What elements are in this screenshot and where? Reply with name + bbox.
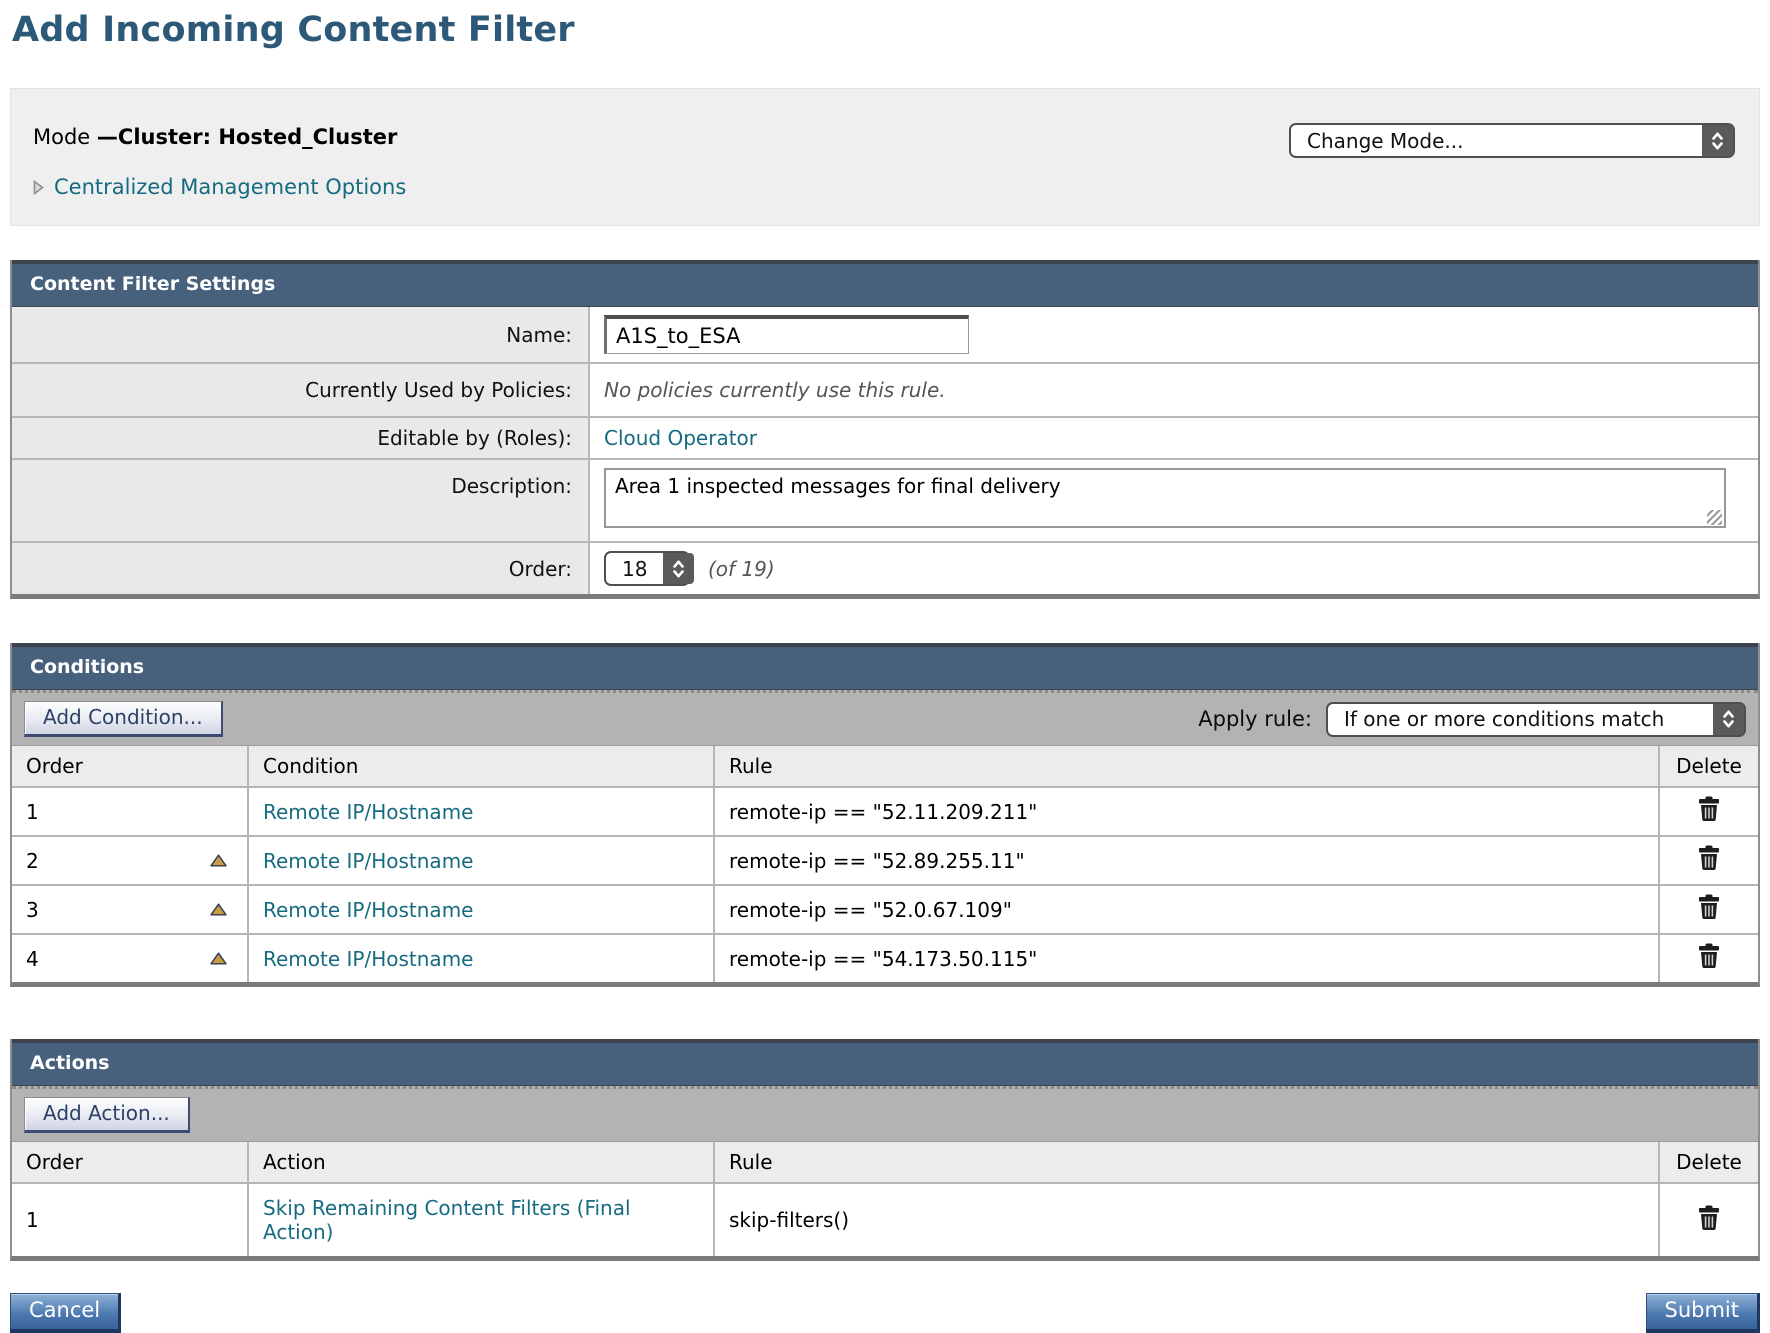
mode-label: Mode [33,125,91,149]
condition-rule: remote-ip == "52.11.209.211" [714,787,1660,837]
centralized-management-options-link[interactable]: Centralized Management Options [54,175,407,199]
trash-icon[interactable] [1697,845,1721,871]
name-input[interactable] [604,315,969,354]
order-select-value: 18 [622,556,648,581]
condition-row: 4 Remote IP/Hostname remote-ip == "54.17… [12,934,1758,982]
submit-button[interactable]: Submit [1645,1293,1760,1333]
mode-value: —Cluster: Hosted_Cluster [96,125,398,149]
description-label: Description: [12,459,590,543]
condition-order: 3 [26,897,39,922]
actions-header-action: Action [248,1142,715,1184]
change-mode-select-value: Change Mode... [1307,128,1464,153]
cloud-operator-link[interactable]: Cloud Operator [604,426,758,450]
condition-link[interactable]: Remote IP/Hostname [263,799,474,824]
actions-section: Actions Add Action... Order Action Rule … [10,1039,1760,1261]
actions-toolbar: Add Action... [12,1086,1758,1142]
condition-rule: remote-ip == "52.0.67.109" [714,885,1660,935]
select-arrows-icon [1713,703,1744,735]
select-arrows-icon [1702,125,1733,156]
conditions-header-delete: Delete [1659,746,1758,788]
order-label: Order: [12,542,590,594]
add-condition-button[interactable]: Add Condition... [24,701,223,737]
condition-link[interactable]: Remote IP/Hostname [263,946,474,971]
condition-row: 3 Remote IP/Hostname remote-ip == "52.0.… [12,885,1758,935]
description-textarea[interactable]: Area 1 inspected messages for final deli… [604,468,1726,528]
page-title: Add Incoming Content Filter [12,10,575,50]
add-action-button[interactable]: Add Action... [24,1097,190,1133]
settings-row-policies: Currently Used by Policies: No policies … [12,363,1758,418]
actions-header-delete: Delete [1659,1142,1758,1184]
apply-rule-label: Apply rule: [1198,707,1312,731]
trash-icon[interactable] [1697,894,1721,920]
order-select[interactable]: 18 [604,551,695,586]
editable-label: Editable by (Roles): [12,417,590,460]
settings-section-header: Content Filter Settings [12,260,1758,307]
conditions-header-rule: Rule [714,746,1660,788]
actions-header-row: Order Action Rule Delete [12,1142,1758,1184]
conditions-section: Conditions Add Condition... Apply rule: … [10,643,1760,987]
name-label: Name: [12,307,590,364]
settings-row-description: Description: Area 1 inspected messages f… [12,459,1758,543]
condition-rule: remote-ip == "54.173.50.115" [714,934,1660,982]
actions-header-rule: Rule [714,1142,1660,1184]
condition-order: 1 [26,799,39,824]
action-row: 1 Skip Remaining Content Filters (Final … [12,1183,1758,1256]
trash-icon[interactable] [1697,943,1721,969]
action-rule: skip-filters() [714,1183,1660,1256]
move-up-icon[interactable] [210,854,227,867]
disclosure-triangle-icon [33,179,44,195]
change-mode-select[interactable]: Change Mode... [1289,123,1735,158]
action-order: 1 [12,1183,249,1256]
cancel-button[interactable]: Cancel [10,1293,122,1333]
select-arrows-icon [663,553,695,584]
footer-bar: Cancel Submit [10,1293,1760,1333]
actions-section-header: Actions [12,1039,1758,1086]
mode-box: Mode —Cluster: Hosted_Cluster Change Mod… [10,88,1760,226]
trash-icon[interactable] [1697,1205,1721,1231]
move-up-icon[interactable] [210,903,227,916]
condition-link[interactable]: Remote IP/Hostname [263,848,474,873]
content-filter-settings-section: Content Filter Settings Name: Currently … [10,260,1760,599]
actions-header-order: Order [12,1142,249,1184]
settings-row-editable: Editable by (Roles): Cloud Operator [12,417,1758,460]
condition-rule: remote-ip == "52.89.255.11" [714,836,1660,886]
apply-rule-select[interactable]: If one or more conditions match [1326,701,1746,737]
conditions-toolbar: Add Condition... Apply rule: If one or m… [12,690,1758,746]
action-link[interactable]: Skip Remaining Content Filters (Final Ac… [263,1196,631,1244]
conditions-header-condition: Condition [248,746,715,788]
order-total: (of 19) [708,556,775,581]
conditions-header-order: Order [12,746,249,788]
condition-order: 4 [26,946,39,971]
condition-link[interactable]: Remote IP/Hostname [263,897,474,922]
settings-row-name: Name: [12,307,1758,364]
apply-rule-select-value: If one or more conditions match [1344,707,1665,731]
conditions-section-header: Conditions [12,643,1758,690]
condition-row: 1 Remote IP/Hostname remote-ip == "52.11… [12,787,1758,837]
policies-label: Currently Used by Policies: [12,363,590,418]
settings-row-order: Order: 18 (of 19) [12,542,1758,594]
move-up-icon[interactable] [210,952,227,965]
condition-order: 2 [26,848,39,873]
conditions-header-row: Order Condition Rule Delete [12,746,1758,788]
trash-icon[interactable] [1697,796,1721,822]
policies-value: No policies currently use this rule. [589,363,1758,418]
condition-row: 2 Remote IP/Hostname remote-ip == "52.89… [12,836,1758,886]
